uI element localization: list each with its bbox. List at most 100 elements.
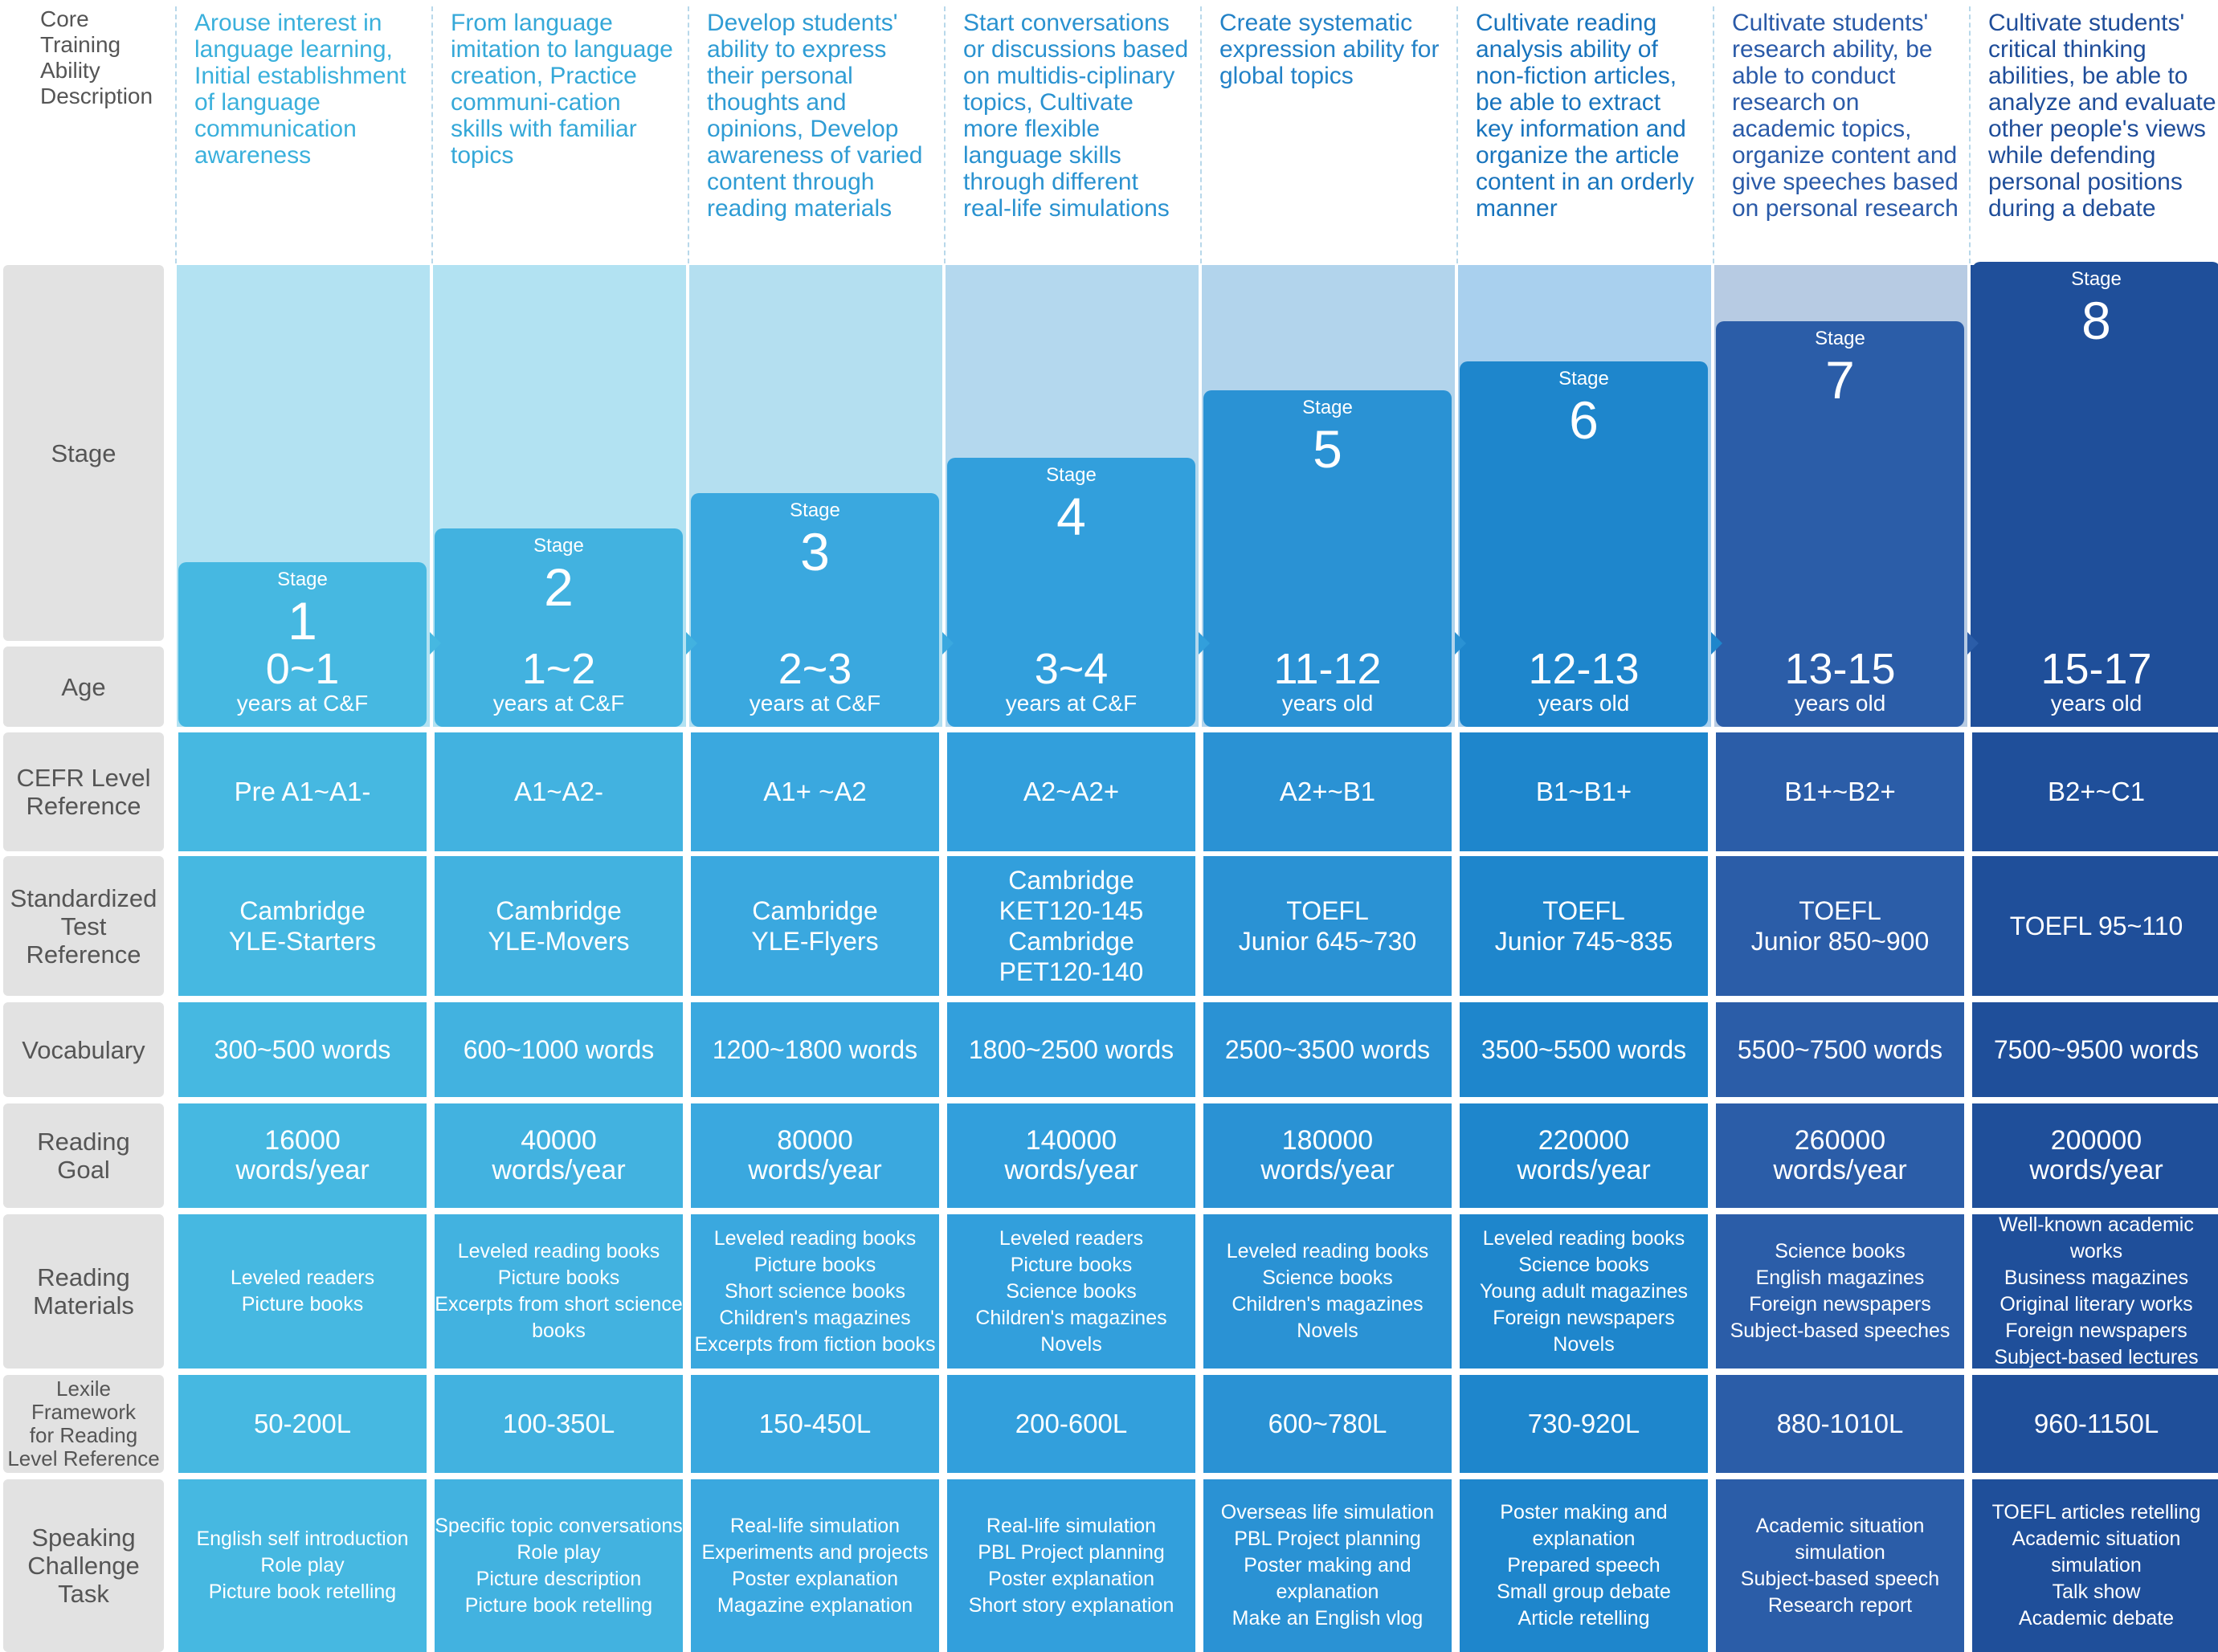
stage-6-materials: Leveled reading books Science books Youn… — [1460, 1214, 1708, 1369]
stage-2-cefr-text: A1~A2- — [514, 777, 603, 806]
stage-6-test: TOEFL Junior 745~835 — [1460, 856, 1708, 996]
stage-4-box: Stage 4 3~4 years at C&F — [947, 458, 1195, 727]
stage-5-box: Stage 5 11-12 years old — [1203, 390, 1452, 727]
stage-7-box: Stage 7 13-15 years old — [1716, 321, 1964, 727]
stage-3-test: Cambridge YLE-Flyers — [691, 856, 939, 996]
column-divider — [1969, 6, 1971, 263]
stage-3-test-text: Cambridge YLE-Flyers — [751, 896, 879, 956]
stage-2-speaking: Specific topic conversations Role play P… — [435, 1479, 683, 1652]
stage-4-label: Stage — [1046, 464, 1097, 486]
stage-7-number: 7 — [1825, 350, 1855, 410]
stage-1-test: Cambridge YLE-Starters — [178, 856, 427, 996]
row-label-stage: Stage — [3, 265, 164, 641]
stage-8-description: Cultivate students' critical thinking ab… — [1988, 10, 2216, 222]
stage-5-cefr: A2+~B1 — [1203, 732, 1452, 851]
stage-3-speaking: Real-life simulation Experiments and pro… — [691, 1479, 939, 1652]
stage-7-materials-text: Science books English magazines Foreign … — [1730, 1240, 1950, 1342]
column-divider — [175, 6, 177, 263]
row-label-vocab: Vocabulary — [3, 1002, 164, 1097]
stage-8-speaking-text: TOEFL articles retelling Academic situat… — [1991, 1501, 2201, 1630]
stage-2-age: 1~2 — [521, 645, 596, 693]
stage-5-lexile-text: 600~780L — [1268, 1409, 1387, 1438]
stage-8-age-unit: years old — [2050, 691, 2142, 716]
stage-3-lexile-text: 150-450L — [758, 1409, 872, 1438]
stage-8-materials-text: Well-known academic works Business magaz… — [1994, 1214, 2199, 1369]
stage-6-cefr-text: B1~B1+ — [1535, 777, 1632, 806]
stage-3-cefr-text: A1+ ~A2 — [763, 777, 867, 806]
stage-arrow-icon — [1199, 632, 1210, 655]
stage-4-age: 3~4 — [1034, 645, 1109, 693]
stage-7-test: TOEFL Junior 850~900 — [1716, 856, 1964, 996]
stage-1-materials-text: Leveled readers Picture books — [230, 1267, 375, 1315]
stage-2-materials: Leveled reading books Picture books Exce… — [435, 1214, 683, 1369]
stage-1-vocab-text: 300~500 words — [214, 1035, 391, 1064]
stage-4-description: Start conversations or discussions based… — [963, 10, 1189, 222]
stage-7-lexile: 880-1010L — [1716, 1375, 1964, 1473]
stage-8-cefr-text: B2+~C1 — [2047, 777, 2146, 806]
stage-1-lexile-text: 50-200L — [253, 1409, 352, 1438]
stage-2-reading-goal-text: 40000 words/year — [492, 1125, 626, 1185]
stage-3-materials-text: Leveled reading books Picture books Shor… — [694, 1226, 936, 1356]
stage-8-age: 15-17 — [2040, 645, 2152, 693]
stage-2-speaking-text: Specific topic conversations Role play P… — [435, 1514, 683, 1617]
stage-6-description: Cultivate reading analysis ability of no… — [1476, 10, 1694, 222]
stage-2-lexile-text: 100-350L — [502, 1409, 615, 1438]
stage-8-materials: Well-known academic works Business magaz… — [1972, 1214, 2218, 1369]
column-divider — [1713, 6, 1714, 263]
stage-3-age-unit: years at C&F — [749, 691, 881, 716]
stage-8-test-text: TOEFL 95~110 — [2009, 912, 2183, 940]
stage-7-speaking-text: Academic situation simulation Subject-ba… — [1740, 1514, 1940, 1617]
stage-2-vocab-text: 600~1000 words — [463, 1035, 655, 1064]
stage-5-age: 11-12 — [1273, 645, 1382, 693]
stage-4-reading-goal-text: 140000 words/year — [1004, 1125, 1138, 1185]
stage-6-speaking: Poster making and explanation Prepared s… — [1460, 1479, 1708, 1652]
stage-2-description: From language imitation to language crea… — [451, 10, 673, 169]
stage-8-label: Stage — [2071, 268, 2122, 290]
stage-7-cefr-text: B1+~B2+ — [1784, 777, 1896, 806]
stage-5-test: TOEFL Junior 645~730 — [1203, 856, 1452, 996]
stage-arrow-icon — [942, 632, 954, 655]
stage-3-label: Stage — [790, 500, 840, 521]
stage-7-age: 13-15 — [1784, 645, 1896, 693]
stage-6-cefr: B1~B1+ — [1460, 732, 1708, 851]
column-divider — [944, 6, 946, 263]
stage-1-cefr: Pre A1~A1- — [178, 732, 427, 851]
stage-7-cefr: B1+~B2+ — [1716, 732, 1964, 851]
stage-5-cefr-text: A2+~B1 — [1279, 777, 1376, 806]
stage-2-reading-goal: 40000 words/year — [435, 1103, 683, 1208]
stage-1-speaking-text: English self introduction Role play Pict… — [196, 1528, 409, 1603]
stage-arrow-icon — [1455, 632, 1466, 655]
stage-7-vocab-text: 5500~7500 words — [1737, 1035, 1943, 1064]
stage-7-description: Cultivate students' research ability, be… — [1732, 10, 1959, 222]
row-label-core: Core Training Ability Description — [40, 6, 153, 108]
row-label-cefr: CEFR Level Reference — [3, 732, 164, 851]
stage-7-age-unit: years old — [1794, 691, 1886, 716]
stage-4-test: Cambridge KET120-145 Cambridge PET120-14… — [947, 856, 1195, 996]
stage-5-reading-goal-text: 180000 words/year — [1260, 1125, 1395, 1185]
stage-2-vocab: 600~1000 words — [435, 1002, 683, 1097]
stage-8-box: Stage 8 15-17 years old — [1972, 262, 2218, 727]
stage-6-lexile: 730-920L — [1460, 1375, 1708, 1473]
stage-6-vocab: 3500~5500 words — [1460, 1002, 1708, 1097]
stage-8-vocab: 7500~9500 words — [1972, 1002, 2218, 1097]
stage-4-lexile: 200-600L — [947, 1375, 1195, 1473]
stage-3-reading-goal: 80000 words/year — [691, 1103, 939, 1208]
stage-3-vocab-text: 1200~1800 words — [712, 1035, 918, 1064]
stage-3-description: Develop students' ability to express the… — [707, 10, 923, 222]
stage-1-description: Arouse interest in language learning, In… — [194, 10, 406, 169]
stage-arrow-icon — [430, 632, 441, 655]
stage-1-materials: Leveled readers Picture books — [178, 1214, 427, 1369]
row-label-lexile: Lexile Framework for Reading Level Refer… — [3, 1375, 164, 1473]
stage-4-age-unit: years at C&F — [1005, 691, 1138, 716]
stage-6-label: Stage — [1558, 368, 1609, 390]
column-divider — [1200, 6, 1202, 263]
row-label-reading-goal: Reading Goal — [3, 1103, 164, 1208]
stage-8-reading-goal: 200000 words/year — [1972, 1103, 2218, 1208]
stage-1-reading-goal: 16000 words/year — [178, 1103, 427, 1208]
stage-6-lexile-text: 730-920L — [1527, 1409, 1640, 1438]
stage-4-test-text: Cambridge KET120-145 Cambridge PET120-14… — [999, 866, 1144, 986]
stage-8-lexile-text: 960-1150L — [2033, 1409, 2159, 1438]
stage-5-number: 5 — [1313, 419, 1342, 479]
column-divider — [688, 6, 689, 263]
stage-7-vocab: 5500~7500 words — [1716, 1002, 1964, 1097]
